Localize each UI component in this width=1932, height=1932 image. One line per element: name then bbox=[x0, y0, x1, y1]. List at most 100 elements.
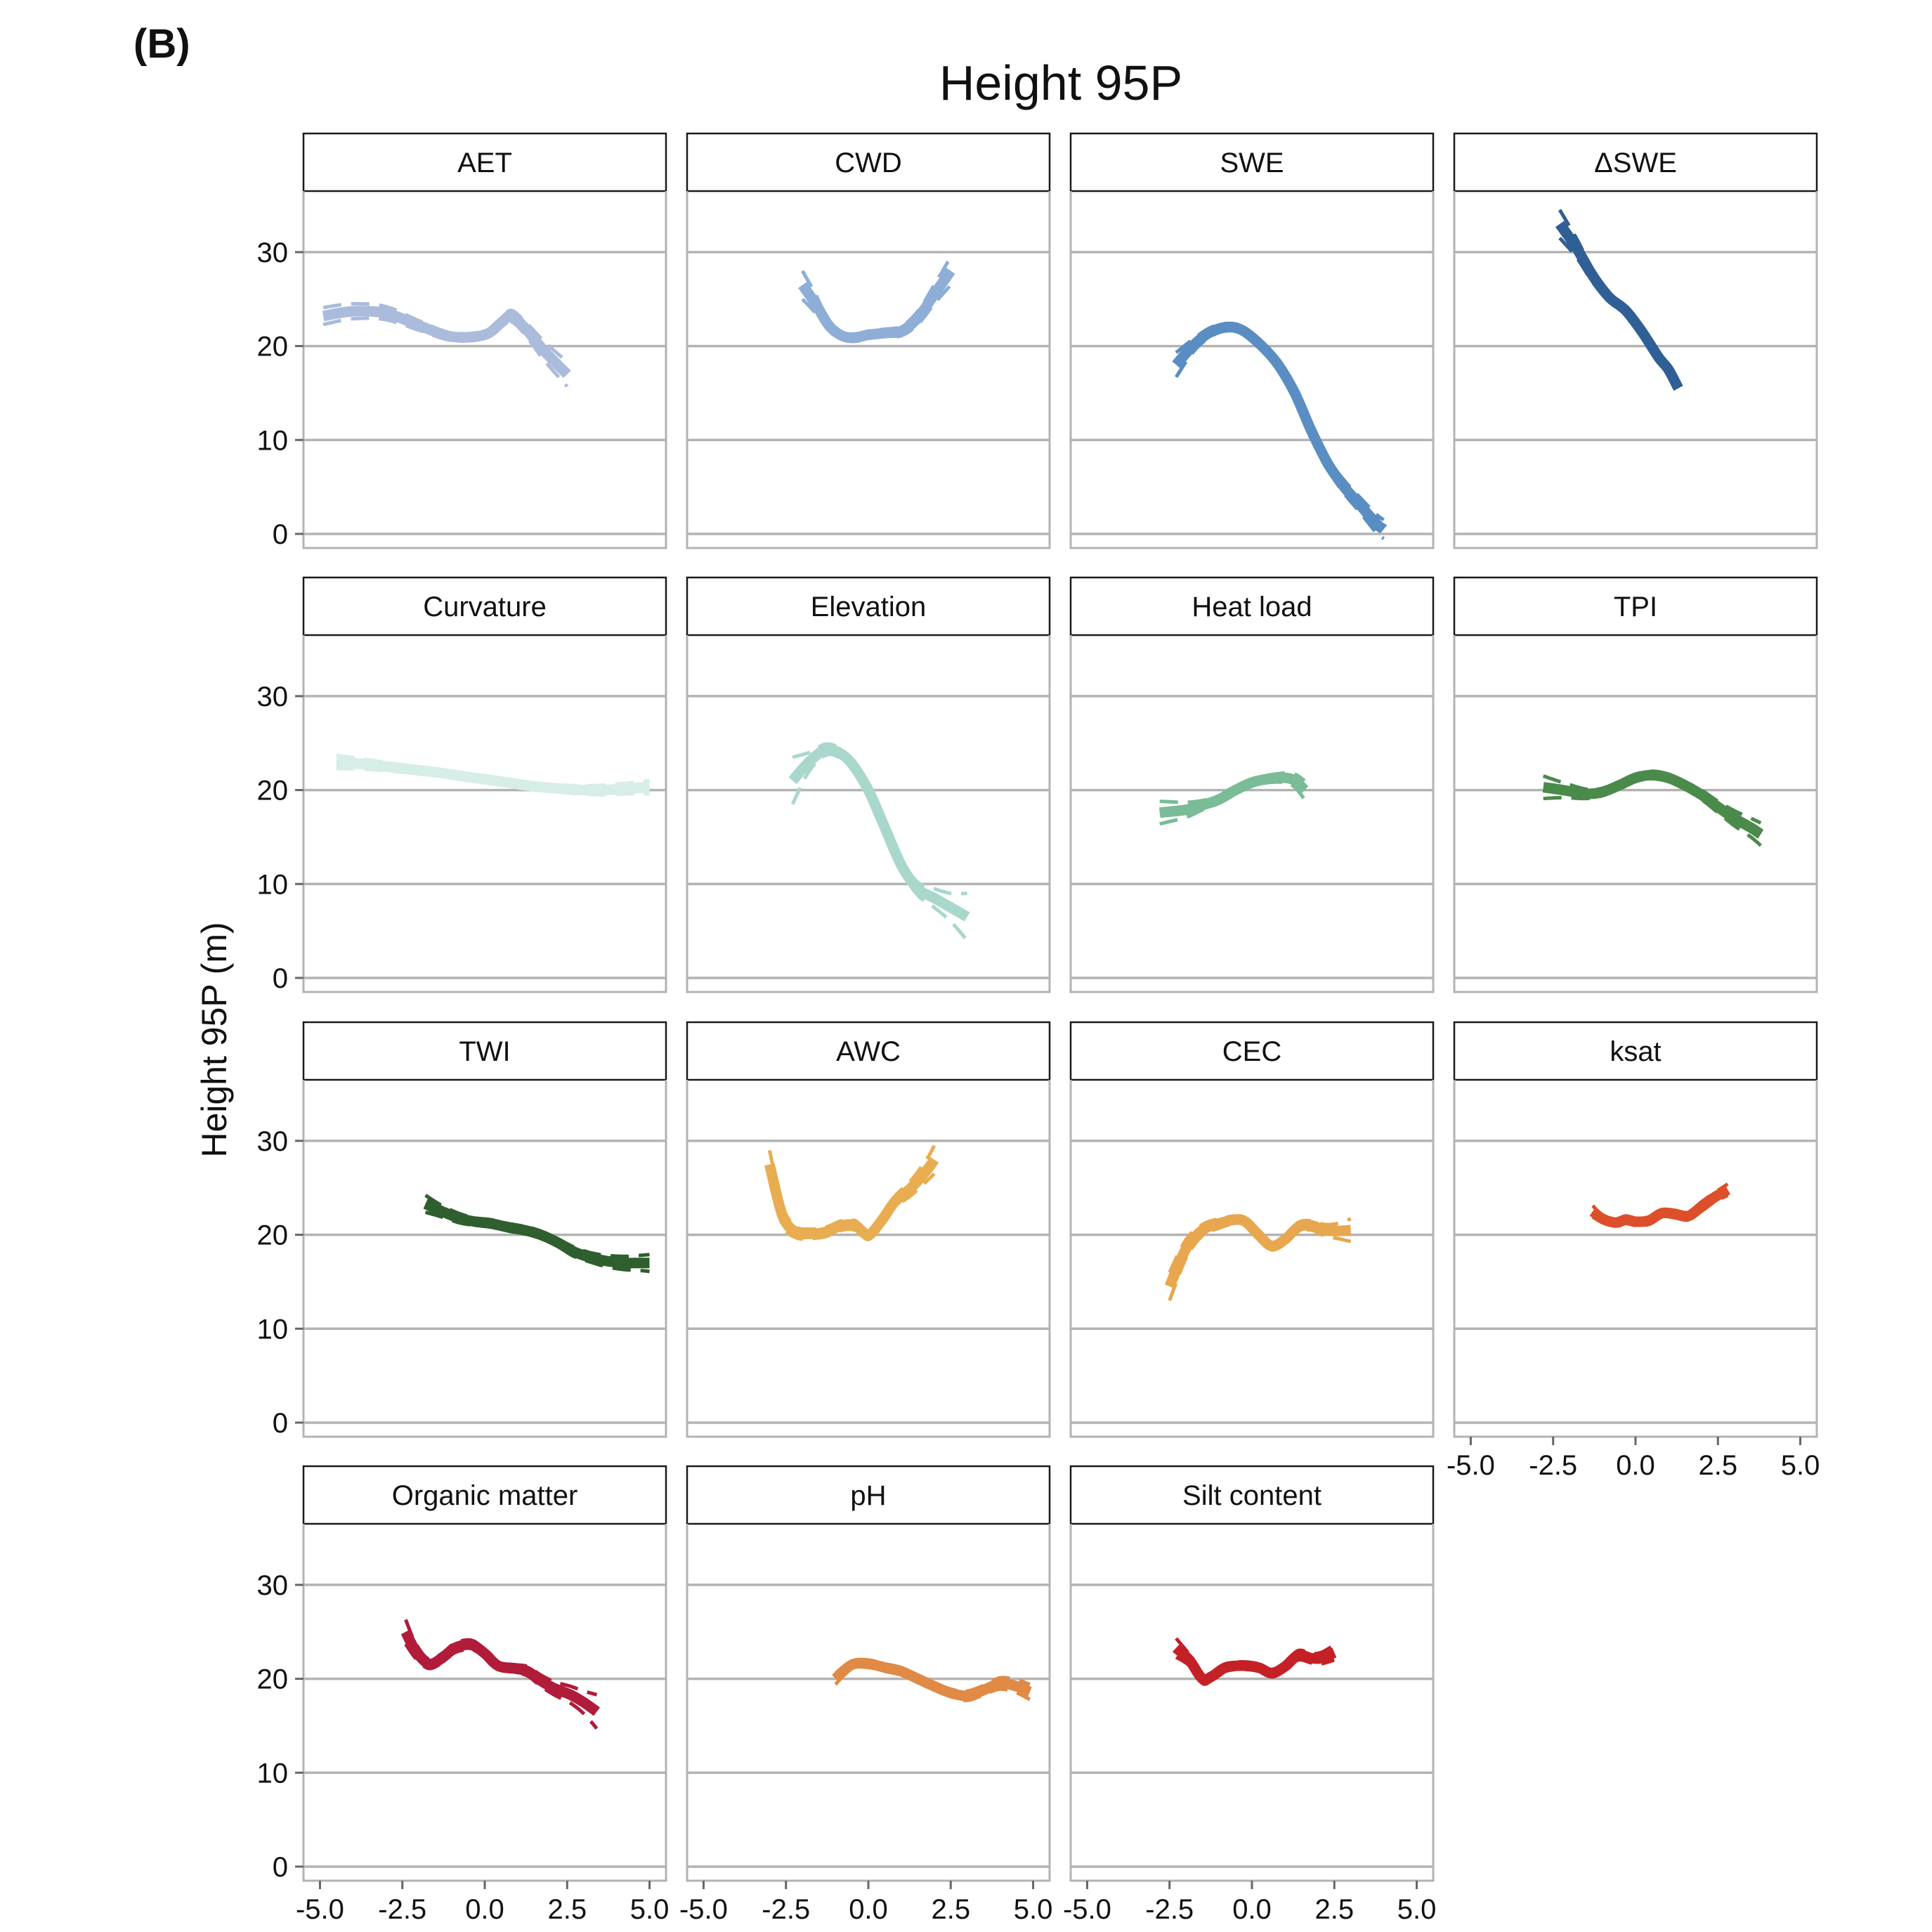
panel-aet: AET 0 10 20 30 bbox=[257, 132, 667, 550]
panel-curvature: Curvature 0 10 20 30 bbox=[257, 576, 667, 994]
strip-box bbox=[302, 576, 667, 637]
panel-frame bbox=[302, 191, 667, 549]
x-tick-label: 2.5 bbox=[547, 1894, 587, 1925]
strip-box bbox=[1453, 132, 1818, 192]
strip-title: CWD bbox=[835, 148, 902, 178]
strip-box bbox=[686, 576, 1051, 637]
x-tick-label: 2.5 bbox=[1698, 1450, 1737, 1481]
x-tick-label: 0.0 bbox=[849, 1894, 888, 1925]
panel-frame bbox=[302, 1524, 667, 1882]
panel-tpi: TPI bbox=[1453, 576, 1818, 993]
y-tick-label: 30 bbox=[257, 1126, 289, 1157]
fit-line bbox=[1172, 322, 1388, 534]
x-tick-label: 2.5 bbox=[1314, 1894, 1354, 1925]
facet-panels: AET 0 10 20 30 CWD SWE ΔSWE Curvature 0 10 20 30 Elev… bbox=[257, 132, 1820, 1925]
fit-line bbox=[1164, 1214, 1352, 1289]
x-tick-label: -2.5 bbox=[1529, 1450, 1577, 1481]
strip-box bbox=[1069, 576, 1435, 637]
y-tick-label: 0 bbox=[273, 963, 288, 994]
strip-box bbox=[302, 1021, 667, 1081]
panel-frame bbox=[1069, 191, 1435, 549]
strip-box bbox=[1453, 1021, 1818, 1081]
strip-box bbox=[686, 132, 1051, 192]
strip-title: CEC bbox=[1222, 1036, 1281, 1067]
panel-frame bbox=[1069, 1524, 1435, 1882]
y-tick-label: 10 bbox=[257, 869, 289, 900]
strip-box bbox=[1069, 1021, 1435, 1081]
x-tick-label: 0.0 bbox=[1616, 1450, 1655, 1481]
x-tick-label: -2.5 bbox=[762, 1894, 810, 1925]
y-tick-label: 30 bbox=[257, 681, 289, 712]
panel-frame bbox=[686, 635, 1051, 993]
strip-title: pH bbox=[850, 1480, 886, 1511]
strip-title: AET bbox=[457, 148, 512, 178]
y-tick-label: 30 bbox=[257, 1570, 289, 1601]
panel-frame bbox=[686, 1524, 1051, 1882]
panel-silt-content: Silt content -5.0 -2.5 0.0 2.5 5.0 bbox=[1063, 1465, 1437, 1925]
fit-line bbox=[423, 1199, 650, 1269]
y-tick-label: 10 bbox=[257, 1314, 289, 1345]
y-axis-label: Height 95P (m) bbox=[195, 922, 234, 1157]
panel-frame bbox=[1069, 635, 1435, 993]
y-tick-label: 0 bbox=[273, 519, 288, 550]
x-tick-label: 5.0 bbox=[1397, 1894, 1437, 1925]
y-tick-label: 20 bbox=[257, 1220, 289, 1251]
strip-title: ksat bbox=[1610, 1036, 1661, 1067]
strip-title: TWI bbox=[459, 1036, 510, 1067]
strip-box bbox=[1453, 576, 1818, 637]
panel-frame bbox=[1453, 191, 1818, 549]
x-tick-label: 2.5 bbox=[931, 1894, 970, 1925]
panel-frame bbox=[302, 635, 667, 993]
ci-lower-line bbox=[790, 752, 969, 942]
fit-line bbox=[1542, 769, 1764, 839]
x-tick-label: -5.0 bbox=[1447, 1450, 1495, 1481]
strip-box bbox=[1069, 1465, 1435, 1525]
x-tick-label: -2.5 bbox=[1145, 1894, 1194, 1925]
ci-upper-line bbox=[424, 1194, 650, 1258]
strip-box bbox=[302, 1465, 667, 1525]
panel-label: (B) bbox=[133, 21, 190, 67]
panel-ph: pH -5.0 -2.5 0.0 2.5 5.0 bbox=[679, 1465, 1052, 1925]
strip-title: Curvature bbox=[423, 592, 547, 622]
x-tick-label: 5.0 bbox=[630, 1894, 670, 1925]
x-tick-label: -5.0 bbox=[679, 1894, 728, 1925]
strip-title: Organic matter bbox=[392, 1480, 578, 1511]
panel-delta-swe: ΔSWE bbox=[1453, 132, 1818, 549]
x-tick-label: -5.0 bbox=[296, 1894, 344, 1925]
fit-line bbox=[764, 1156, 939, 1241]
panel-twi: TWI 0 10 20 30 bbox=[257, 1021, 667, 1439]
fit-line bbox=[1555, 221, 1683, 391]
strip-title: Elevation bbox=[811, 592, 927, 622]
x-tick-label: 0.0 bbox=[1232, 1894, 1272, 1925]
y-tick-label: 20 bbox=[257, 776, 289, 807]
panel-cwd: CWD bbox=[686, 132, 1051, 549]
strip-title: Silt content bbox=[1182, 1480, 1321, 1511]
panel-swe: SWE bbox=[1069, 132, 1435, 549]
panel-cec: CEC bbox=[1069, 1021, 1435, 1438]
fit-line bbox=[336, 757, 650, 796]
ci-lower-line bbox=[1558, 237, 1680, 393]
panel-frame bbox=[302, 1080, 667, 1438]
panel-ksat: ksat -5.0 -2.5 0.0 2.5 5.0 bbox=[1447, 1021, 1820, 1481]
x-tick-label: -2.5 bbox=[378, 1894, 426, 1925]
y-tick-label: 20 bbox=[257, 1664, 289, 1695]
panel-frame bbox=[1453, 635, 1818, 993]
strip-box bbox=[1069, 132, 1435, 192]
panel-frame bbox=[1453, 1080, 1818, 1438]
panel-frame bbox=[686, 191, 1051, 549]
fit-line bbox=[788, 743, 970, 922]
panel-awc: AWC bbox=[686, 1021, 1051, 1438]
strip-box bbox=[302, 132, 667, 192]
strip-title: SWE bbox=[1220, 148, 1284, 178]
strip-box bbox=[686, 1021, 1051, 1081]
panel-frame bbox=[686, 1080, 1051, 1438]
y-tick-label: 30 bbox=[257, 237, 289, 268]
figure-title: Height 95P bbox=[939, 56, 1182, 110]
y-tick-label: 10 bbox=[257, 1758, 289, 1789]
fit-line bbox=[322, 306, 571, 378]
fit-line bbox=[1589, 1184, 1731, 1228]
y-tick-label: 20 bbox=[257, 332, 289, 363]
panel-elevation: Elevation bbox=[686, 576, 1051, 993]
panel-organic-matter: Organic matter 0 10 20 30 -5.0 -2.5 0.0 2.5 5.0 bbox=[257, 1465, 670, 1925]
